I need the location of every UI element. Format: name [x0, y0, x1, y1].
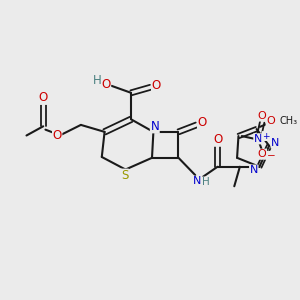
Text: O: O	[258, 111, 266, 121]
Text: O: O	[213, 133, 222, 146]
Text: N: N	[271, 138, 280, 148]
Text: CH₃: CH₃	[280, 116, 298, 126]
Text: O: O	[258, 149, 266, 159]
Text: H: H	[93, 74, 101, 87]
Text: O: O	[266, 116, 275, 126]
Text: O: O	[52, 129, 62, 142]
Text: N: N	[150, 120, 159, 133]
Text: O: O	[152, 79, 161, 92]
Text: N: N	[250, 165, 258, 175]
Text: −: −	[267, 152, 275, 161]
Text: S: S	[121, 169, 128, 182]
Text: N: N	[254, 134, 262, 144]
Text: N: N	[193, 176, 202, 186]
Text: H: H	[202, 177, 210, 187]
Text: O: O	[39, 91, 48, 104]
Text: O: O	[101, 78, 111, 91]
Text: O: O	[198, 116, 207, 129]
Text: +: +	[262, 132, 269, 141]
